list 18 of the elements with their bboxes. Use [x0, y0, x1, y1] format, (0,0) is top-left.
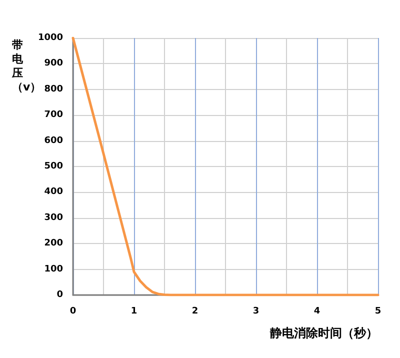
y-tick-label: 300: [44, 212, 63, 223]
y-tick-label: 500: [44, 162, 63, 172]
x-tick-label: 5: [374, 306, 382, 316]
line-series: [72, 36, 380, 296]
x-tick-label: 0: [70, 306, 76, 316]
y-tick-label: 400: [44, 187, 63, 198]
y-tick-label: 100: [44, 264, 63, 274]
x-axis-title: 静电消除时间（秒）: [269, 326, 378, 340]
x-tick-label: 2: [192, 306, 198, 316]
y-tick-label: 0: [56, 290, 63, 300]
y-tick-label: 900: [44, 58, 63, 69]
x-tick-label: 1: [130, 306, 138, 316]
y-tick-label: 800: [44, 84, 63, 94]
x-tick-label: 3: [252, 306, 260, 316]
x-tick-label: 4: [314, 306, 320, 316]
y-tick-label: 600: [44, 136, 63, 146]
y-tick-label: 700: [44, 110, 63, 120]
y-tick-label: 200: [44, 238, 63, 249]
